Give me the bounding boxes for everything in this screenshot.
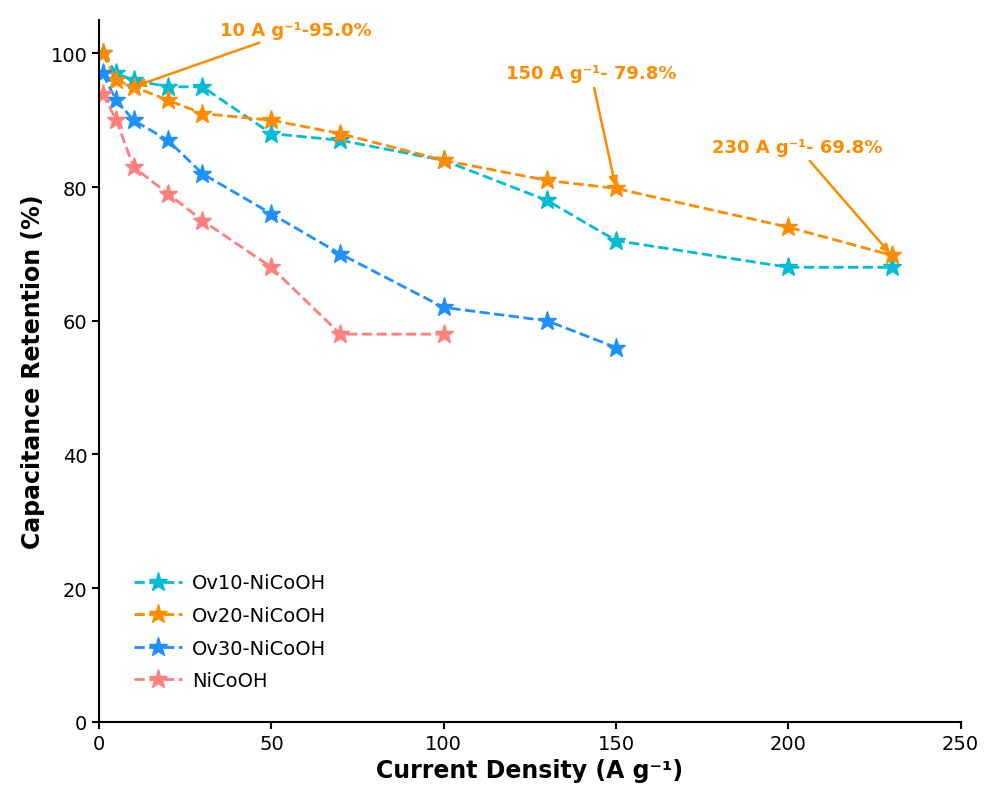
Ov30-NiCoOH bbox=[610, 343, 622, 353]
Ov10-NiCoOH bbox=[162, 83, 174, 92]
X-axis label: Current Density (A g⁻¹): Current Density (A g⁻¹) bbox=[376, 758, 683, 782]
Ov20-NiCoOH bbox=[886, 251, 898, 261]
Ov20-NiCoOH bbox=[438, 157, 450, 166]
Ov20-NiCoOH bbox=[110, 76, 122, 86]
Ov30-NiCoOH bbox=[110, 96, 122, 106]
Ov20-NiCoOH bbox=[97, 50, 109, 59]
NiCoOH bbox=[196, 217, 208, 226]
Ov20-NiCoOH bbox=[541, 177, 553, 186]
Line: Ov30-NiCoOH: Ov30-NiCoOH bbox=[93, 65, 626, 358]
Ov10-NiCoOH bbox=[610, 236, 622, 246]
Ov20-NiCoOH bbox=[162, 96, 174, 106]
NiCoOH bbox=[110, 116, 122, 126]
NiCoOH bbox=[438, 330, 450, 340]
Ov10-NiCoOH bbox=[128, 76, 140, 86]
NiCoOH bbox=[97, 90, 109, 100]
Y-axis label: Capacitance Retention (%): Capacitance Retention (%) bbox=[21, 194, 45, 548]
Ov20-NiCoOH bbox=[128, 83, 140, 92]
Ov30-NiCoOH bbox=[97, 70, 109, 79]
NiCoOH bbox=[334, 330, 346, 340]
Ov10-NiCoOH bbox=[541, 197, 553, 206]
Text: 150 A g⁻¹- 79.8%: 150 A g⁻¹- 79.8% bbox=[506, 65, 676, 184]
Ov20-NiCoOH bbox=[265, 116, 277, 126]
NiCoOH bbox=[162, 190, 174, 199]
Ov10-NiCoOH bbox=[886, 263, 898, 273]
Ov10-NiCoOH bbox=[438, 157, 450, 166]
NiCoOH bbox=[128, 163, 140, 173]
Line: NiCoOH: NiCoOH bbox=[93, 84, 453, 344]
Ov30-NiCoOH bbox=[162, 137, 174, 146]
Ov30-NiCoOH bbox=[438, 304, 450, 313]
Ov30-NiCoOH bbox=[541, 316, 553, 326]
Ov20-NiCoOH bbox=[334, 129, 346, 139]
Legend: Ov10-NiCoOH, Ov20-NiCoOH, Ov30-NiCoOH, NiCoOH: Ov10-NiCoOH, Ov20-NiCoOH, Ov30-NiCoOH, N… bbox=[126, 566, 334, 698]
Ov10-NiCoOH bbox=[196, 83, 208, 92]
Ov20-NiCoOH bbox=[610, 185, 622, 194]
Ov10-NiCoOH bbox=[110, 70, 122, 79]
Ov10-NiCoOH bbox=[334, 137, 346, 146]
Ov30-NiCoOH bbox=[128, 116, 140, 126]
Ov10-NiCoOH bbox=[97, 50, 109, 59]
Ov20-NiCoOH bbox=[782, 223, 794, 233]
Ov10-NiCoOH bbox=[265, 129, 277, 139]
Ov30-NiCoOH bbox=[196, 169, 208, 179]
Line: Ov20-NiCoOH: Ov20-NiCoOH bbox=[93, 45, 901, 266]
Text: 230 A g⁻¹- 69.8%: 230 A g⁻¹- 69.8% bbox=[712, 139, 888, 251]
Ov20-NiCoOH bbox=[196, 109, 208, 119]
Ov10-NiCoOH bbox=[782, 263, 794, 273]
Ov30-NiCoOH bbox=[265, 210, 277, 219]
Text: 10 A g⁻¹-95.0%: 10 A g⁻¹-95.0% bbox=[139, 22, 371, 87]
NiCoOH bbox=[265, 263, 277, 273]
Line: Ov10-NiCoOH: Ov10-NiCoOH bbox=[93, 45, 901, 278]
Ov30-NiCoOH bbox=[334, 250, 346, 259]
